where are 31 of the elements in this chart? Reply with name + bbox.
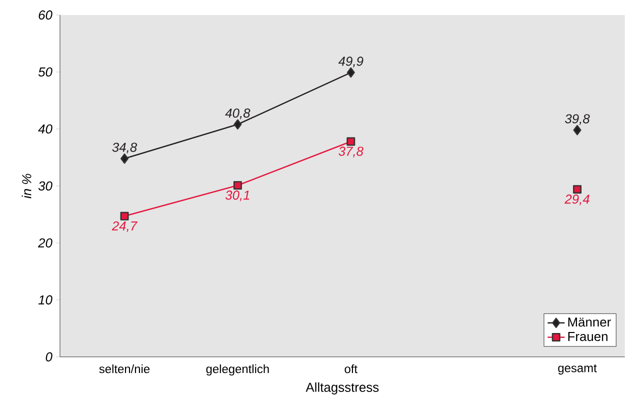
y-axis-title: in % (22, 174, 32, 198)
x-tick-label: selten/nie (99, 364, 150, 374)
y-tick-label: 40 (38, 124, 52, 134)
point (573, 125, 582, 136)
data-label: 49,9 (338, 56, 364, 68)
point (346, 67, 355, 78)
point (120, 212, 129, 220)
x-axis-title: Alltagsstress (306, 382, 379, 395)
point (346, 137, 356, 146)
data-label: 34,8 (112, 142, 138, 154)
data-label: 24,7 (112, 221, 138, 232)
point (233, 181, 242, 190)
point (573, 185, 582, 194)
x-tick-label: gesamt (558, 364, 597, 375)
y-tick-label: 60 (38, 10, 52, 20)
data-label: 40,8 (225, 108, 250, 120)
y-tick-label: 20 (38, 238, 52, 248)
data-label: 37,8 (338, 146, 364, 158)
y-tick-label: 10 (38, 295, 52, 305)
point (120, 154, 129, 164)
legend-label: Männer (568, 318, 611, 327)
point (234, 119, 242, 130)
data-label: 39,8 (564, 114, 590, 125)
y-tick-label: 50 (38, 67, 52, 77)
y-tick-label: 30 (38, 181, 52, 191)
data-label: 30,1 (225, 190, 250, 202)
legend-label: Frauen (568, 332, 608, 342)
x-tick-label: gelegentlich (206, 364, 269, 376)
y-tick-label: 0 (46, 352, 52, 362)
data-label: 29,4 (564, 194, 590, 206)
x-tick-label: oft (344, 364, 358, 374)
